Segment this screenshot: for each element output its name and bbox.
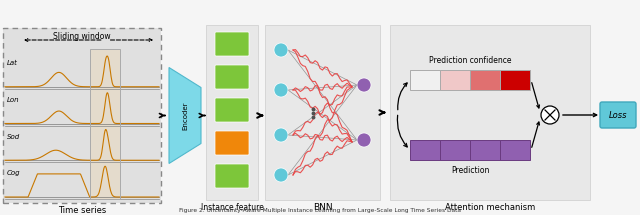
Bar	[440, 70, 470, 90]
Bar	[500, 70, 530, 90]
FancyBboxPatch shape	[600, 102, 636, 128]
Text: Loss: Loss	[609, 111, 627, 120]
Bar	[90, 49, 120, 199]
FancyBboxPatch shape	[215, 98, 249, 122]
Text: BNN: BNN	[313, 203, 332, 212]
Text: Instance feature: Instance feature	[200, 203, 264, 212]
Text: Lat: Lat	[7, 60, 18, 66]
Bar	[470, 140, 500, 160]
FancyBboxPatch shape	[215, 32, 249, 56]
Bar	[470, 70, 500, 90]
FancyBboxPatch shape	[215, 164, 249, 188]
Circle shape	[357, 133, 371, 147]
FancyBboxPatch shape	[215, 65, 249, 89]
Text: Time series: Time series	[58, 206, 106, 215]
Bar	[90, 49, 120, 199]
Bar	[500, 140, 530, 160]
Text: Prediction confidence: Prediction confidence	[429, 56, 511, 65]
Text: Lon: Lon	[7, 97, 20, 103]
Text: Encoder: Encoder	[182, 101, 188, 130]
Bar	[390, 25, 590, 200]
Bar	[440, 140, 470, 160]
Circle shape	[274, 168, 288, 182]
Text: Figure 2: Uncertainty-Aware Multiple Instance Learning from Large-Scale Long Tim: Figure 2: Uncertainty-Aware Multiple Ins…	[179, 208, 461, 213]
Bar	[3, 28, 161, 203]
Text: Sod: Sod	[7, 134, 20, 140]
Text: Cog: Cog	[7, 170, 20, 176]
Text: Sliding window: Sliding window	[53, 32, 111, 41]
Circle shape	[274, 128, 288, 142]
Polygon shape	[169, 68, 201, 163]
FancyBboxPatch shape	[215, 131, 249, 155]
Bar	[3, 28, 161, 203]
Bar	[206, 25, 258, 200]
Circle shape	[357, 78, 371, 92]
Circle shape	[274, 43, 288, 57]
Text: Attention mechanism: Attention mechanism	[445, 203, 535, 212]
Bar	[410, 70, 440, 90]
Bar	[265, 25, 380, 200]
Text: Prediction: Prediction	[451, 166, 489, 175]
Bar	[410, 140, 440, 160]
Circle shape	[274, 83, 288, 97]
Circle shape	[541, 106, 559, 124]
